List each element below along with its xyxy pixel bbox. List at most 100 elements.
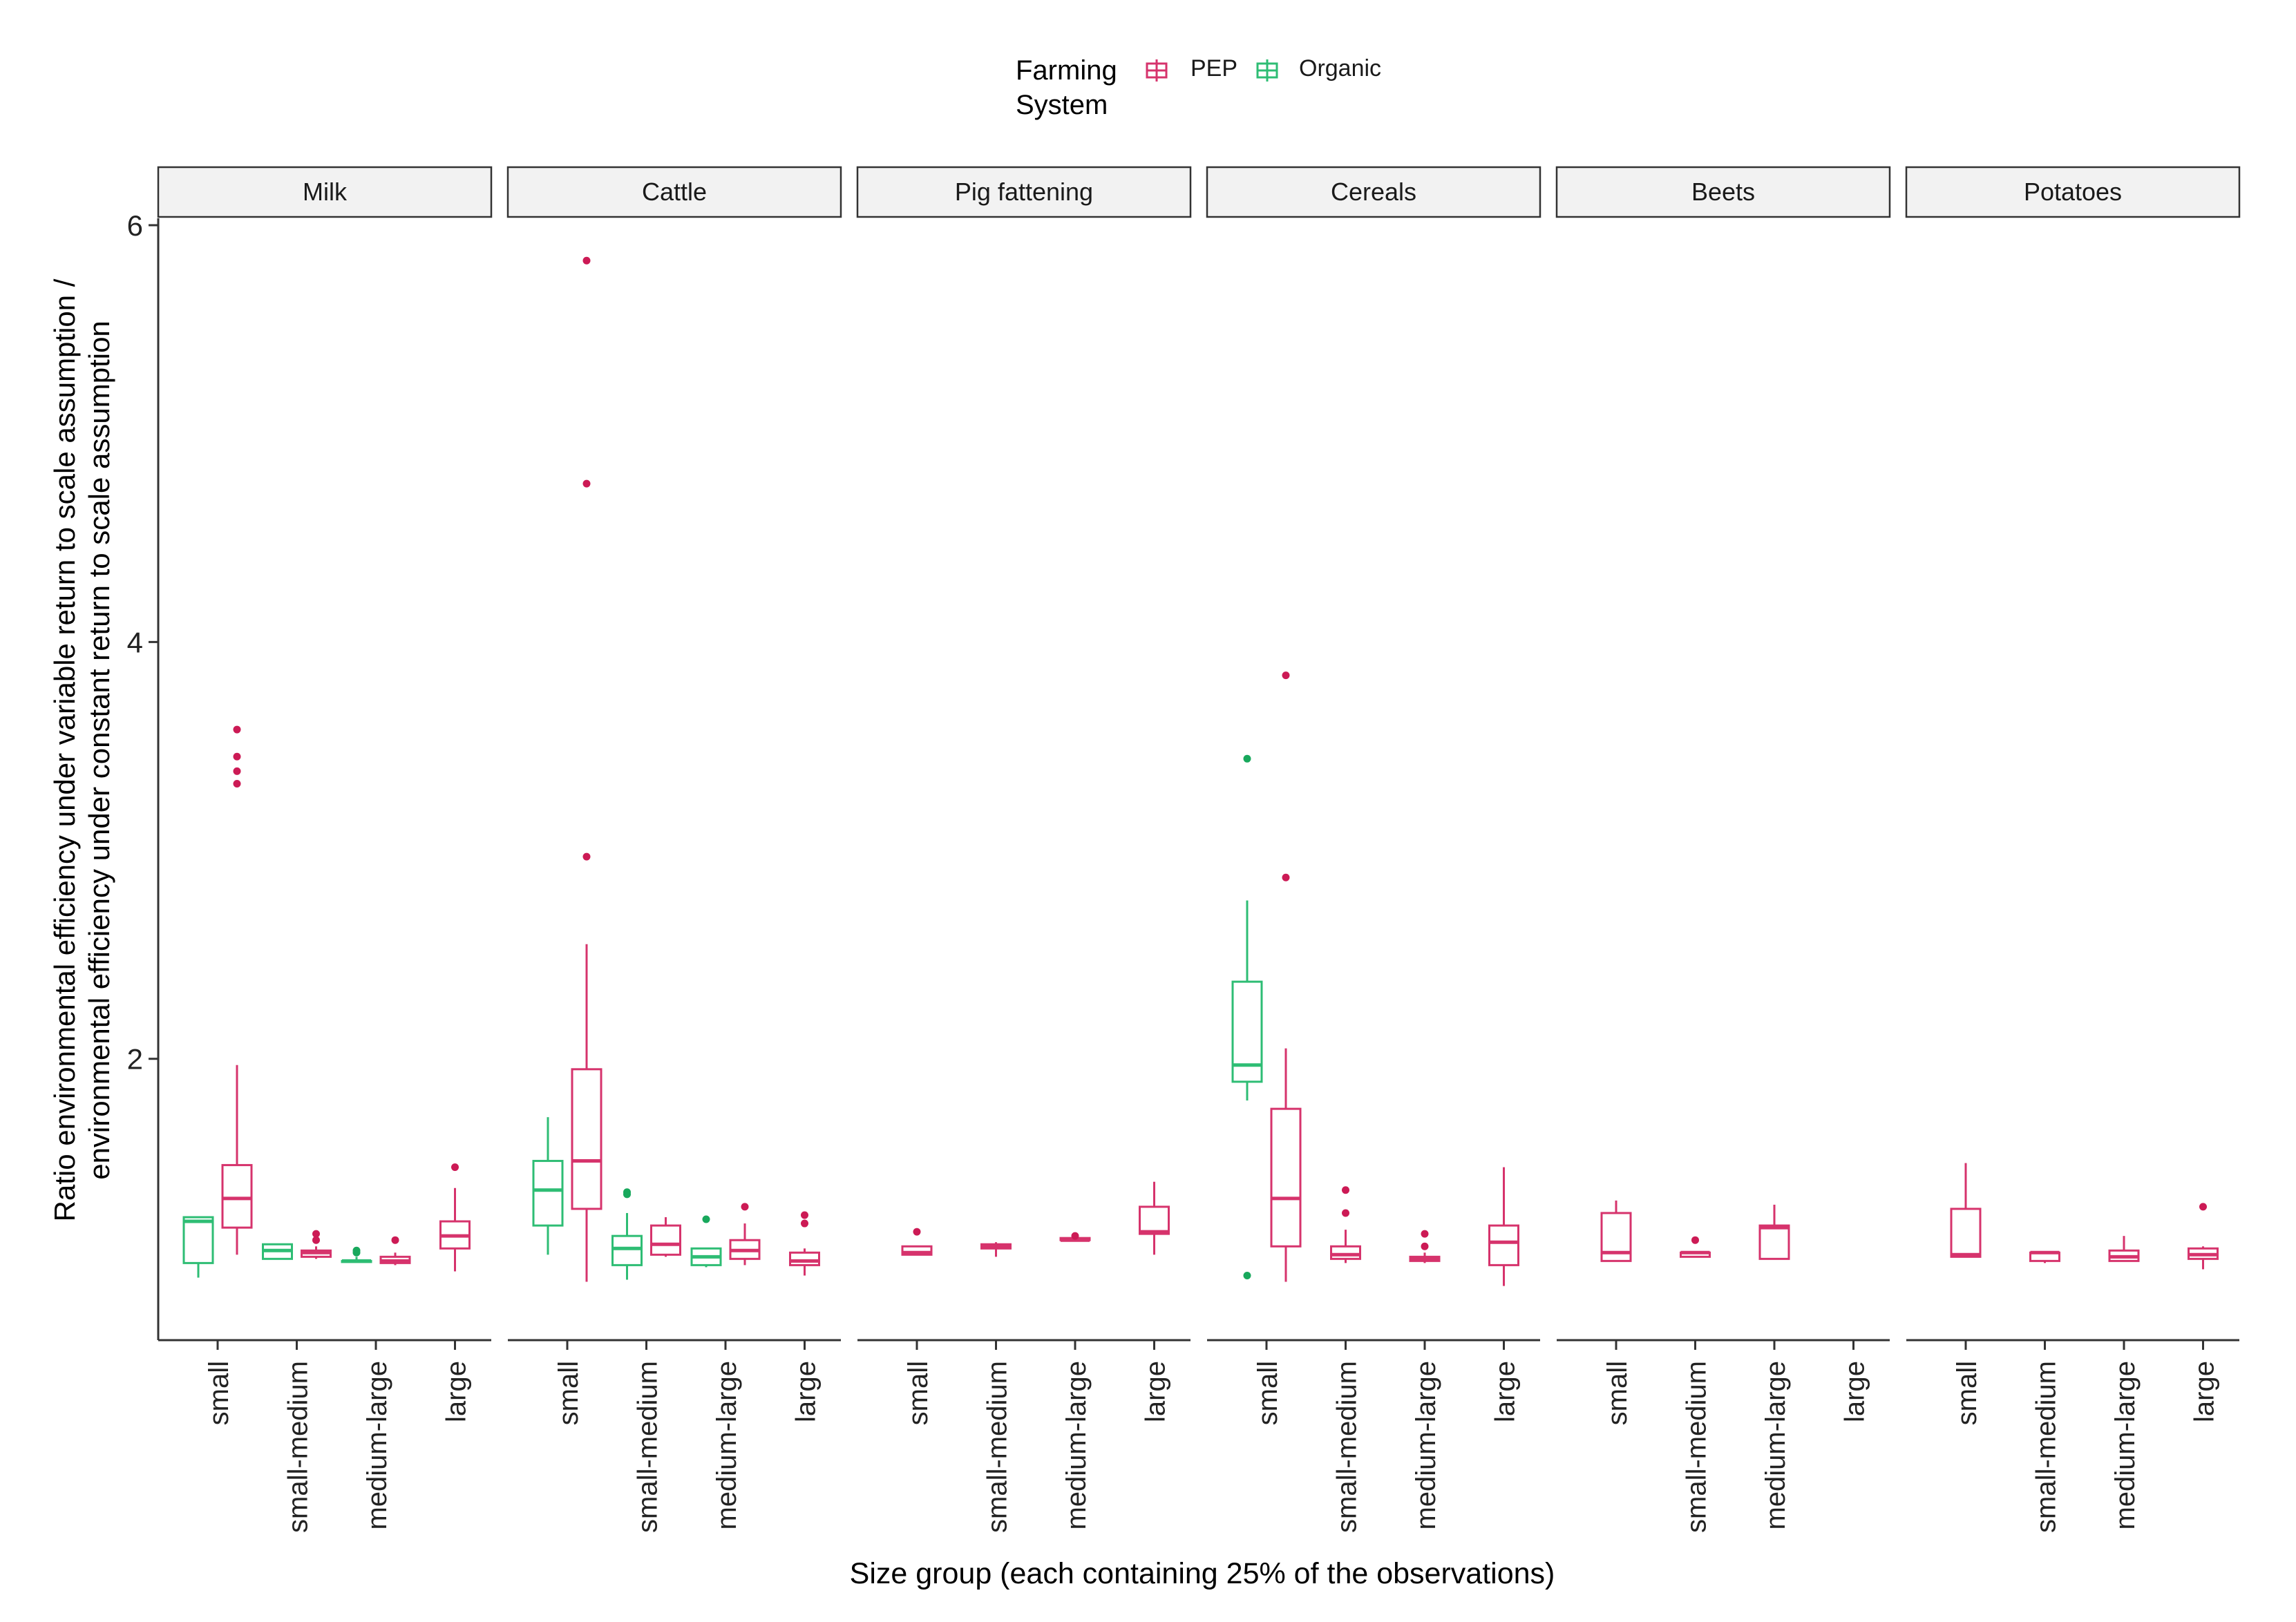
facet-strip-pig-fattening: [856, 166, 1192, 218]
box-cereals-small-pep-iqr-box: [1270, 1107, 1302, 1248]
box-cattle-small-medium-organic: [611, 1188, 643, 1280]
box-cattle-small-medium-organic-outlier-2: [623, 1190, 631, 1199]
box-cattle-large-pep: [789, 1211, 820, 1276]
box-cattle-small-medium-pep-iqr-box: [650, 1224, 681, 1256]
box-cattle-large-pep-outlier-1: [801, 1211, 808, 1219]
y-axis-title-line-1: Ratio environmental efficiency under var…: [48, 278, 81, 1221]
box-milk-small-pep-iqr-box: [221, 1164, 253, 1229]
y-axis-title: Ratio environmental efficiency under var…: [48, 278, 115, 1221]
box-milk-medium-large-organic-outlier-2: [352, 1246, 361, 1254]
box-pig-fattening-medium-large-pep: [1059, 1232, 1091, 1242]
box-cereals-small-organic-outlier-1: [1243, 754, 1251, 763]
box-cereals-small-medium-pep-outlier-1: [1342, 1186, 1349, 1194]
facet-panels: Milk small small-medium medium-large large Ca…: [157, 166, 2241, 1533]
box-cereals-large-pep-iqr-box: [1488, 1224, 1519, 1266]
box-milk-small-medium-pep-outlier-2: [312, 1236, 320, 1244]
box-cattle-medium-large-pep: [729, 1203, 761, 1266]
x-tick-label-potatoes-small: small: [1952, 1361, 1982, 1425]
box-cereals-small-medium-pep-iqr-box: [1330, 1245, 1361, 1260]
legend-label-organic: Organic: [1299, 55, 1381, 82]
box-milk-small-pep-outlier-4: [233, 780, 241, 788]
facet-beets: Beets small small-medium medium-large large: [1555, 166, 1891, 1533]
box-potatoes-small-pep: [1950, 1163, 1982, 1258]
box-potatoes-small-pep-iqr-box: [1950, 1208, 1982, 1258]
box-milk-small-medium-pep-outlier-1: [312, 1230, 320, 1238]
legend: Farming System PEP Organic: [1016, 55, 1381, 120]
box-milk-small-medium-pep: [301, 1230, 332, 1259]
facet-label-potatoes: Potatoes: [2024, 178, 2122, 206]
x-tick-label-beets-small: small: [1602, 1361, 1633, 1425]
box-milk-small-organic-iqr-box: [182, 1216, 214, 1264]
box-beets-small-pep: [1600, 1200, 1632, 1262]
box-milk-small-pep: [221, 725, 253, 1255]
box-cattle-small-pep-outlier-3: [582, 852, 591, 861]
box-pig-fattening-large-pep: [1139, 1181, 1170, 1255]
box-cereals-medium-large-pep-outlier-2: [1421, 1242, 1429, 1250]
x-tick-label-pig-fattening-small: small: [903, 1361, 933, 1425]
box-cattle-small-medium-pep: [650, 1217, 681, 1257]
facet-pig-fattening: Pig fattening small small-medium medium-lar…: [856, 166, 1192, 1533]
box-milk-medium-large-organic: [341, 1246, 372, 1263]
facet-strip-cereals: [1206, 166, 1541, 218]
box-cereals-small-organic-outlier-2: [1243, 1271, 1251, 1279]
y-axis-title-line-2: environmental efficiency under constant …: [83, 321, 115, 1180]
y-tick-label-2: 2: [127, 1043, 143, 1076]
legend-title-line-1: Farming: [1016, 55, 1117, 86]
facet-cereals: Cereals small small-medium medium-large larg…: [1206, 166, 1541, 1533]
x-tick-label-pig-fattening-medium-large: medium-large: [1061, 1361, 1092, 1530]
facet-label-pig-fattening: Pig fattening: [955, 178, 1093, 206]
facet-label-milk: Milk: [303, 178, 348, 206]
x-tick-label-cereals-medium-large: medium-large: [1411, 1361, 1441, 1530]
x-tick-label-milk-small-medium: small-medium: [283, 1361, 314, 1533]
x-tick-label-milk-medium-large: medium-large: [362, 1361, 392, 1530]
box-milk-large-pep-outlier-1: [451, 1163, 459, 1172]
box-cattle-large-pep-iqr-box: [789, 1251, 820, 1266]
box-cattle-small-pep-iqr-box: [571, 1068, 603, 1210]
x-tick-label-milk-large: large: [442, 1361, 472, 1422]
box-milk-medium-large-pep: [379, 1236, 411, 1266]
x-tick-label-cattle-small: small: [553, 1361, 584, 1425]
box-potatoes-large-pep: [2188, 1203, 2219, 1270]
box-pig-fattening-medium-large-pep-outlier-1: [1071, 1232, 1079, 1240]
box-cereals-small-organic: [1231, 754, 1263, 1279]
facet-strip-potatoes: [1905, 166, 2241, 218]
box-pig-fattening-small-medium-pep: [980, 1242, 1012, 1257]
x-axis-title: Size group (each containing 25% of the o…: [850, 1557, 1555, 1590]
box-cereals-large-pep: [1488, 1167, 1519, 1286]
x-tick-label-potatoes-large: large: [2190, 1361, 2220, 1422]
box-milk-small-pep-outlier-2: [233, 752, 241, 761]
box-milk-small-pep-outlier-3: [233, 767, 241, 775]
box-cereals-medium-large-pep: [1409, 1230, 1441, 1263]
box-pig-fattening-small-pep: [901, 1228, 933, 1256]
box-cereals-medium-large-pep-outlier-1: [1421, 1230, 1429, 1238]
box-milk-medium-large-pep-outlier-1: [391, 1236, 399, 1244]
box-cereals-small-pep-outlier-1: [1282, 671, 1290, 680]
x-tick-label-pig-fattening-large: large: [1141, 1361, 1171, 1422]
x-tick-label-beets-medium-large: medium-large: [1761, 1361, 1791, 1530]
box-pig-fattening-large-pep-iqr-box: [1139, 1205, 1170, 1235]
box-milk-small-organic: [182, 1216, 214, 1278]
box-cattle-small-pep-outlier-1: [582, 256, 591, 265]
box-cereals-small-medium-pep: [1330, 1186, 1361, 1263]
box-cattle-large-pep-outlier-2: [801, 1219, 808, 1228]
box-pig-fattening-small-pep-outlier-1: [913, 1228, 921, 1236]
x-tick-label-potatoes-small-medium: small-medium: [2031, 1361, 2062, 1533]
x-tick-label-beets-large: large: [1840, 1361, 1870, 1422]
box-cattle-small-organic: [532, 1117, 564, 1255]
x-tick-label-beets-small-medium: small-medium: [1682, 1361, 1712, 1533]
legend-title-line-2: System: [1016, 90, 1108, 120]
facet-cattle: Cattle small small-medium medium-large large: [506, 166, 842, 1533]
box-beets-medium-large-pep: [1758, 1204, 1790, 1260]
facet-strip-beets: [1555, 166, 1891, 218]
y-axis: 2 4 6: [127, 209, 160, 1340]
box-milk-small-pep-outlier-1: [233, 725, 241, 734]
facet-milk: Milk small small-medium medium-large large: [157, 166, 493, 1533]
box-cereals-small-pep: [1270, 671, 1302, 1282]
x-tick-label-cereals-small: small: [1253, 1361, 1283, 1425]
legend-key-organic: [1256, 59, 1278, 82]
x-tick-label-milk-small: small: [204, 1361, 234, 1425]
box-cattle-medium-large-organic-outlier-1: [702, 1215, 710, 1223]
